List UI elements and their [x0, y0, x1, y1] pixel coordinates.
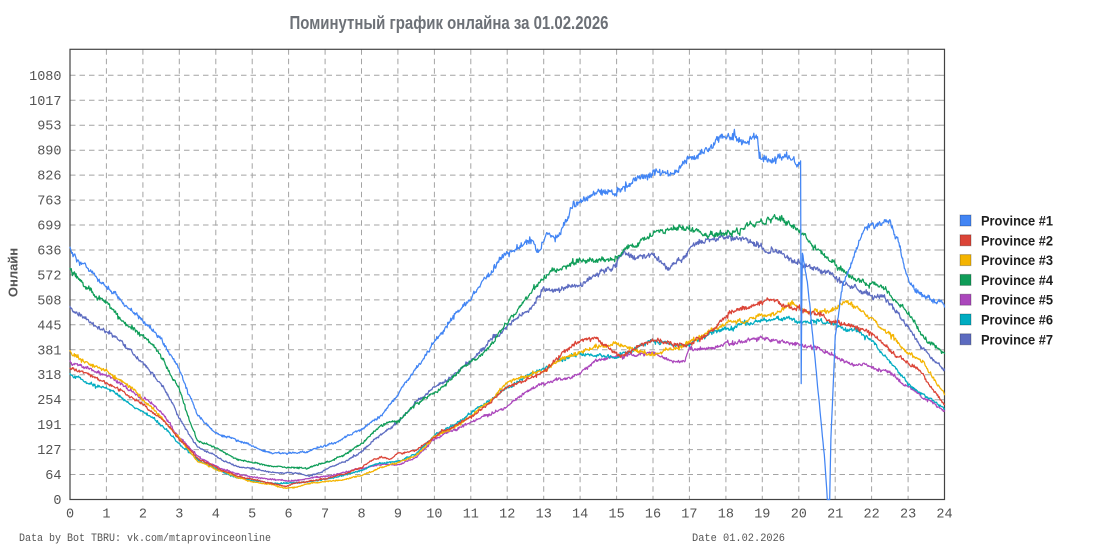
- svg-text:2: 2: [139, 508, 147, 523]
- svg-text:14: 14: [572, 508, 588, 523]
- svg-text:9: 9: [394, 508, 402, 523]
- svg-text:636: 636: [37, 245, 61, 260]
- svg-text:Data by Bot TBRU: vk.com/mtapr: Data by Bot TBRU: vk.com/mtaprovinceonli…: [19, 533, 271, 545]
- svg-text:Province #3: Province #3: [981, 252, 1053, 268]
- svg-text:17: 17: [681, 508, 697, 523]
- svg-text:318: 318: [37, 369, 61, 384]
- svg-text:508: 508: [37, 294, 61, 309]
- svg-text:16: 16: [645, 508, 661, 523]
- svg-text:191: 191: [37, 419, 61, 434]
- svg-text:254: 254: [37, 394, 61, 409]
- svg-text:127: 127: [37, 444, 61, 459]
- svg-text:19: 19: [754, 508, 770, 523]
- svg-text:24: 24: [936, 508, 952, 523]
- svg-text:20: 20: [791, 508, 807, 523]
- svg-text:Province #5: Province #5: [981, 292, 1053, 308]
- svg-text:Province #7: Province #7: [981, 331, 1053, 347]
- svg-text:21: 21: [827, 508, 843, 523]
- svg-text:5: 5: [248, 508, 256, 523]
- svg-text:445: 445: [37, 319, 61, 334]
- svg-text:22: 22: [863, 508, 879, 523]
- svg-text:23: 23: [900, 508, 916, 523]
- svg-text:381: 381: [37, 344, 61, 359]
- svg-text:Поминутный график онлайна за 0: Поминутный график онлайна за 01.02.2026: [290, 13, 609, 33]
- svg-text:763: 763: [37, 195, 61, 210]
- svg-text:1080: 1080: [29, 70, 61, 85]
- svg-text:953: 953: [37, 120, 61, 135]
- svg-text:3: 3: [175, 508, 183, 523]
- svg-text:11: 11: [463, 508, 479, 523]
- svg-text:Province #2: Province #2: [981, 232, 1053, 248]
- svg-text:826: 826: [37, 170, 61, 185]
- svg-text:Онлайн: Онлайн: [6, 248, 21, 297]
- svg-text:13: 13: [536, 508, 552, 523]
- svg-text:4: 4: [212, 508, 220, 523]
- svg-text:890: 890: [37, 145, 61, 160]
- svg-text:64: 64: [45, 469, 61, 484]
- svg-text:699: 699: [37, 220, 61, 235]
- svg-text:Date 01.02.2026: Date 01.02.2026: [692, 533, 785, 545]
- svg-text:Province #4: Province #4: [981, 272, 1053, 288]
- svg-text:1017: 1017: [29, 95, 61, 110]
- svg-text:12: 12: [499, 508, 515, 523]
- svg-text:572: 572: [37, 269, 61, 284]
- svg-text:7: 7: [321, 508, 329, 523]
- svg-text:Province #6: Province #6: [981, 312, 1053, 328]
- svg-text:10: 10: [426, 508, 442, 523]
- svg-text:0: 0: [66, 508, 74, 523]
- svg-text:15: 15: [608, 508, 624, 523]
- svg-text:0: 0: [53, 494, 61, 509]
- svg-text:Province #1: Province #1: [981, 213, 1053, 229]
- svg-text:1: 1: [102, 508, 110, 523]
- svg-text:18: 18: [718, 508, 734, 523]
- svg-text:8: 8: [357, 508, 365, 523]
- svg-text:6: 6: [285, 508, 293, 523]
